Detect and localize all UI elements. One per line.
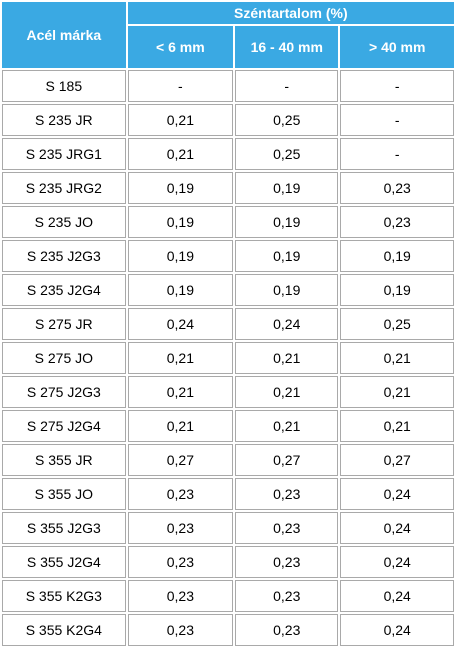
table-cell: 0,19 — [127, 240, 234, 272]
table-cell: 0,24 — [340, 580, 454, 612]
header-cell: Acél márka — [2, 2, 126, 68]
table-cell: S 355 JR — [2, 444, 126, 476]
table-cell: 0,19 — [127, 274, 234, 306]
table-cell: 0,23 — [127, 512, 234, 544]
table-cell: 0,24 — [340, 614, 454, 646]
table-cell: 0,27 — [235, 444, 339, 476]
table-row: S 235 J2G4 0,19 0,19 0,19 — [2, 274, 454, 306]
table-cell: 0,21 — [127, 342, 234, 374]
table-cell: 0,24 — [127, 308, 234, 340]
header-group-cell: Széntartalom (%) — [127, 2, 454, 24]
table-cell: 0,25 — [235, 104, 339, 136]
table-cell: 0,23 — [127, 478, 234, 510]
table-row: S 355 JR 0,27 0,27 0,27 — [2, 444, 454, 476]
table-row: S 235 J2G3 0,19 0,19 0,19 — [2, 240, 454, 272]
header-cell: > 40 mm — [340, 26, 454, 68]
table-cell: 0,21 — [127, 410, 234, 442]
table-cell: S 355 J2G3 — [2, 512, 126, 544]
table-row: S 235 JRG1 0,21 0,25- — [2, 138, 454, 170]
table-cell: 0,19 — [340, 274, 454, 306]
table-cell: 0,23 — [235, 546, 339, 578]
table-cell: 0,19 — [127, 206, 234, 238]
table-cell: 0,19 — [235, 172, 339, 204]
table-cell: S 355 K2G3 — [2, 580, 126, 612]
header-row: < 6 mm 16 - 40 mm > 40 mm — [2, 26, 454, 68]
table-cell: - — [127, 70, 234, 102]
table-cell: - — [235, 70, 339, 102]
table-cell: 0,21 — [235, 342, 339, 374]
table-cell: S 275 J2G3 — [2, 376, 126, 408]
table-cell: 0,21 — [127, 138, 234, 170]
table-cell: 0,23 — [235, 580, 339, 612]
table-body: S 185- - - S 235 JR 0,21 0,25- S 235 JRG1 0,21 0… — [2, 70, 454, 646]
table-cell: 0,19 — [340, 240, 454, 272]
table-cell: - — [340, 70, 454, 102]
table-row: S 275 J2G4 0,21 0,21 0,21 — [2, 410, 454, 442]
table-cell: 0,21 — [235, 410, 339, 442]
table-cell: - — [340, 138, 454, 170]
table-cell: 0,24 — [340, 512, 454, 544]
table-cell: 0,24 — [340, 478, 454, 510]
table-cell: 0,23 — [127, 580, 234, 612]
table-cell: S 355 J2G4 — [2, 546, 126, 578]
table-cell: 0,19 — [235, 206, 339, 238]
table-row: S 275 JR 0,24 0,24 0,25 — [2, 308, 454, 340]
table-cell: S 235 JRG2 — [2, 172, 126, 204]
table-cell: S 275 JO — [2, 342, 126, 374]
table-cell: 0,27 — [127, 444, 234, 476]
table-row: S 355 K2G4 0,23 0,23 0,24 — [2, 614, 454, 646]
table-cell: 0,21 — [127, 104, 234, 136]
table-cell: 0,19 — [127, 172, 234, 204]
table-cell: 0,27 — [340, 444, 454, 476]
table-cell: S 235 JR — [2, 104, 126, 136]
table-cell: 0,23 — [127, 546, 234, 578]
table-row: S 275 J2G3 0,21 0,21 0,21 — [2, 376, 454, 408]
table-cell: S 275 JR — [2, 308, 126, 340]
table-cell: - — [340, 104, 454, 136]
table-cell: 0,25 — [235, 138, 339, 170]
table-cell: S 275 J2G4 — [2, 410, 126, 442]
header-cell: < 6 mm — [127, 26, 234, 68]
table-cell: S 355 JO — [2, 478, 126, 510]
header-row: Acél márka Széntartalom (%) — [2, 2, 454, 68]
table-row: S 185- - - — [2, 70, 454, 102]
table-cell: S 235 J2G4 — [2, 274, 126, 306]
table-cell: 0,21 — [340, 342, 454, 374]
table-row: S 235 JR 0,21 0,25- — [2, 104, 454, 136]
table-row: S 355 K2G3 0,23 0,23 0,24 — [2, 580, 454, 612]
table-cell: S 235 JRG1 — [2, 138, 126, 170]
table-cell: 0,25 — [340, 308, 454, 340]
table-cell: 0,23 — [235, 512, 339, 544]
table-cell: 0,24 — [235, 308, 339, 340]
table-cell: 0,21 — [235, 376, 339, 408]
table-row: S 235 JRG2 0,19 0,19 0,23 — [2, 172, 454, 204]
table-cell: 0,23 — [340, 206, 454, 238]
table-row: S 355 J2G4 0,23 0,23 0,24 — [2, 546, 454, 578]
table-cell: 0,23 — [235, 478, 339, 510]
table-cell: S 355 K2G4 — [2, 614, 126, 646]
table-cell: 0,23 — [340, 172, 454, 204]
table-cell: 0,21 — [127, 376, 234, 408]
table-cell: 0,19 — [235, 274, 339, 306]
table-row: S 275 JO 0,21 0,21 0,21 — [2, 342, 454, 374]
table-cell: S 235 J2G3 — [2, 240, 126, 272]
table-row: S 355 JO 0,23 0,23 0,24 — [2, 478, 454, 510]
table-cell: 0,21 — [340, 410, 454, 442]
table-row: S 355 J2G3 0,23 0,23 0,24 — [2, 512, 454, 544]
table-cell: 0,19 — [235, 240, 339, 272]
table-cell: 0,23 — [235, 614, 339, 646]
table-cell: S 235 JO — [2, 206, 126, 238]
table-cell: 0,23 — [127, 614, 234, 646]
table-row: S 235 JO 0,19 0,19 0,23 — [2, 206, 454, 238]
header-cell: 16 - 40 mm — [235, 26, 339, 68]
table-header: Acél márka Széntartalom (%) < 6 mm 16 - 4… — [2, 2, 454, 68]
table-cell: S 185 — [2, 70, 126, 102]
table-cell: 0,24 — [340, 546, 454, 578]
table-cell: 0,21 — [340, 376, 454, 408]
